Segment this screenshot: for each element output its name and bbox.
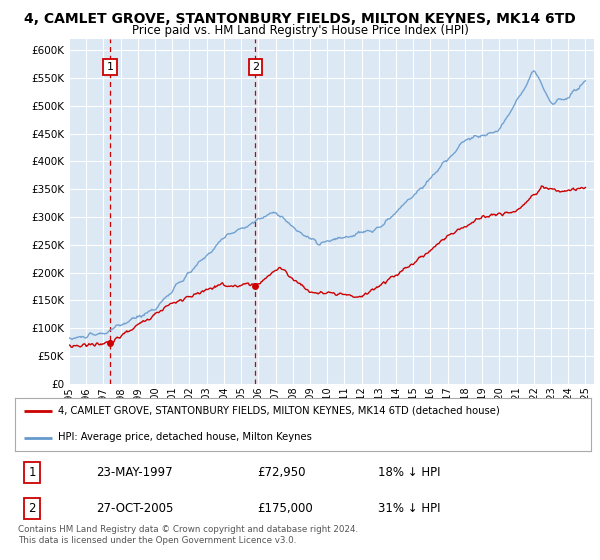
Text: £175,000: £175,000 [257, 502, 313, 515]
Text: 31% ↓ HPI: 31% ↓ HPI [378, 502, 440, 515]
Text: 4, CAMLET GROVE, STANTONBURY FIELDS, MILTON KEYNES, MK14 6TD: 4, CAMLET GROVE, STANTONBURY FIELDS, MIL… [24, 12, 576, 26]
Text: 18% ↓ HPI: 18% ↓ HPI [378, 466, 440, 479]
Text: 1: 1 [29, 466, 36, 479]
Text: 27-OCT-2005: 27-OCT-2005 [95, 502, 173, 515]
Text: Contains HM Land Registry data © Crown copyright and database right 2024.
This d: Contains HM Land Registry data © Crown c… [18, 525, 358, 545]
Text: HPI: Average price, detached house, Milton Keynes: HPI: Average price, detached house, Milt… [58, 432, 312, 442]
Text: 4, CAMLET GROVE, STANTONBURY FIELDS, MILTON KEYNES, MK14 6TD (detached house): 4, CAMLET GROVE, STANTONBURY FIELDS, MIL… [58, 406, 500, 416]
Text: Price paid vs. HM Land Registry's House Price Index (HPI): Price paid vs. HM Land Registry's House … [131, 24, 469, 36]
Text: £72,950: £72,950 [257, 466, 305, 479]
Text: 23-MAY-1997: 23-MAY-1997 [95, 466, 172, 479]
Text: 2: 2 [29, 502, 36, 515]
Text: 2: 2 [251, 62, 259, 72]
Text: 1: 1 [106, 62, 113, 72]
